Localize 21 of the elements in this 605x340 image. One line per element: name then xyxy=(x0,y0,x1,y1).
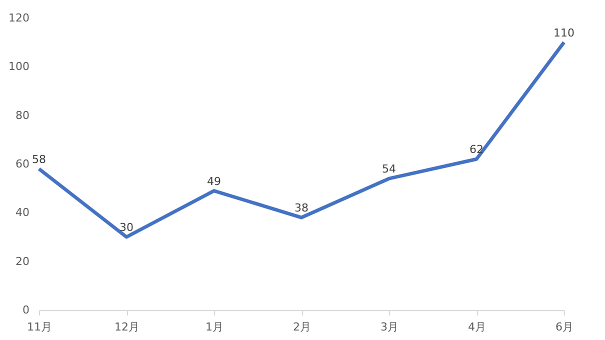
y-tick-label: 80 xyxy=(16,108,30,122)
data-label: 58 xyxy=(32,152,46,166)
y-tick-label: 100 xyxy=(8,60,30,74)
data-label: 54 xyxy=(382,162,396,176)
x-tick-label: 11月 xyxy=(27,320,52,334)
x-tick-label: 12月 xyxy=(114,320,140,334)
data-label: 38 xyxy=(294,202,308,215)
x-tick-label: 4月 xyxy=(468,320,486,334)
x-tick-label: 6月 xyxy=(556,320,574,334)
x-tick-label: 3月 xyxy=(380,320,398,334)
data-label: 110 xyxy=(554,26,574,40)
x-tick-label: 1月 xyxy=(206,320,224,334)
y-tick-label: 20 xyxy=(16,254,30,268)
data-label: 49 xyxy=(207,174,221,188)
y-tick-label: 60 xyxy=(16,158,30,170)
data-label: 62 xyxy=(470,143,484,156)
y-tick-label: 40 xyxy=(16,206,30,220)
data-label: 30 xyxy=(120,221,134,234)
x-tick-label: 2月 xyxy=(293,320,311,334)
y-tick-label: 120 xyxy=(8,12,30,24)
y-tick-label: 0 xyxy=(22,304,30,316)
